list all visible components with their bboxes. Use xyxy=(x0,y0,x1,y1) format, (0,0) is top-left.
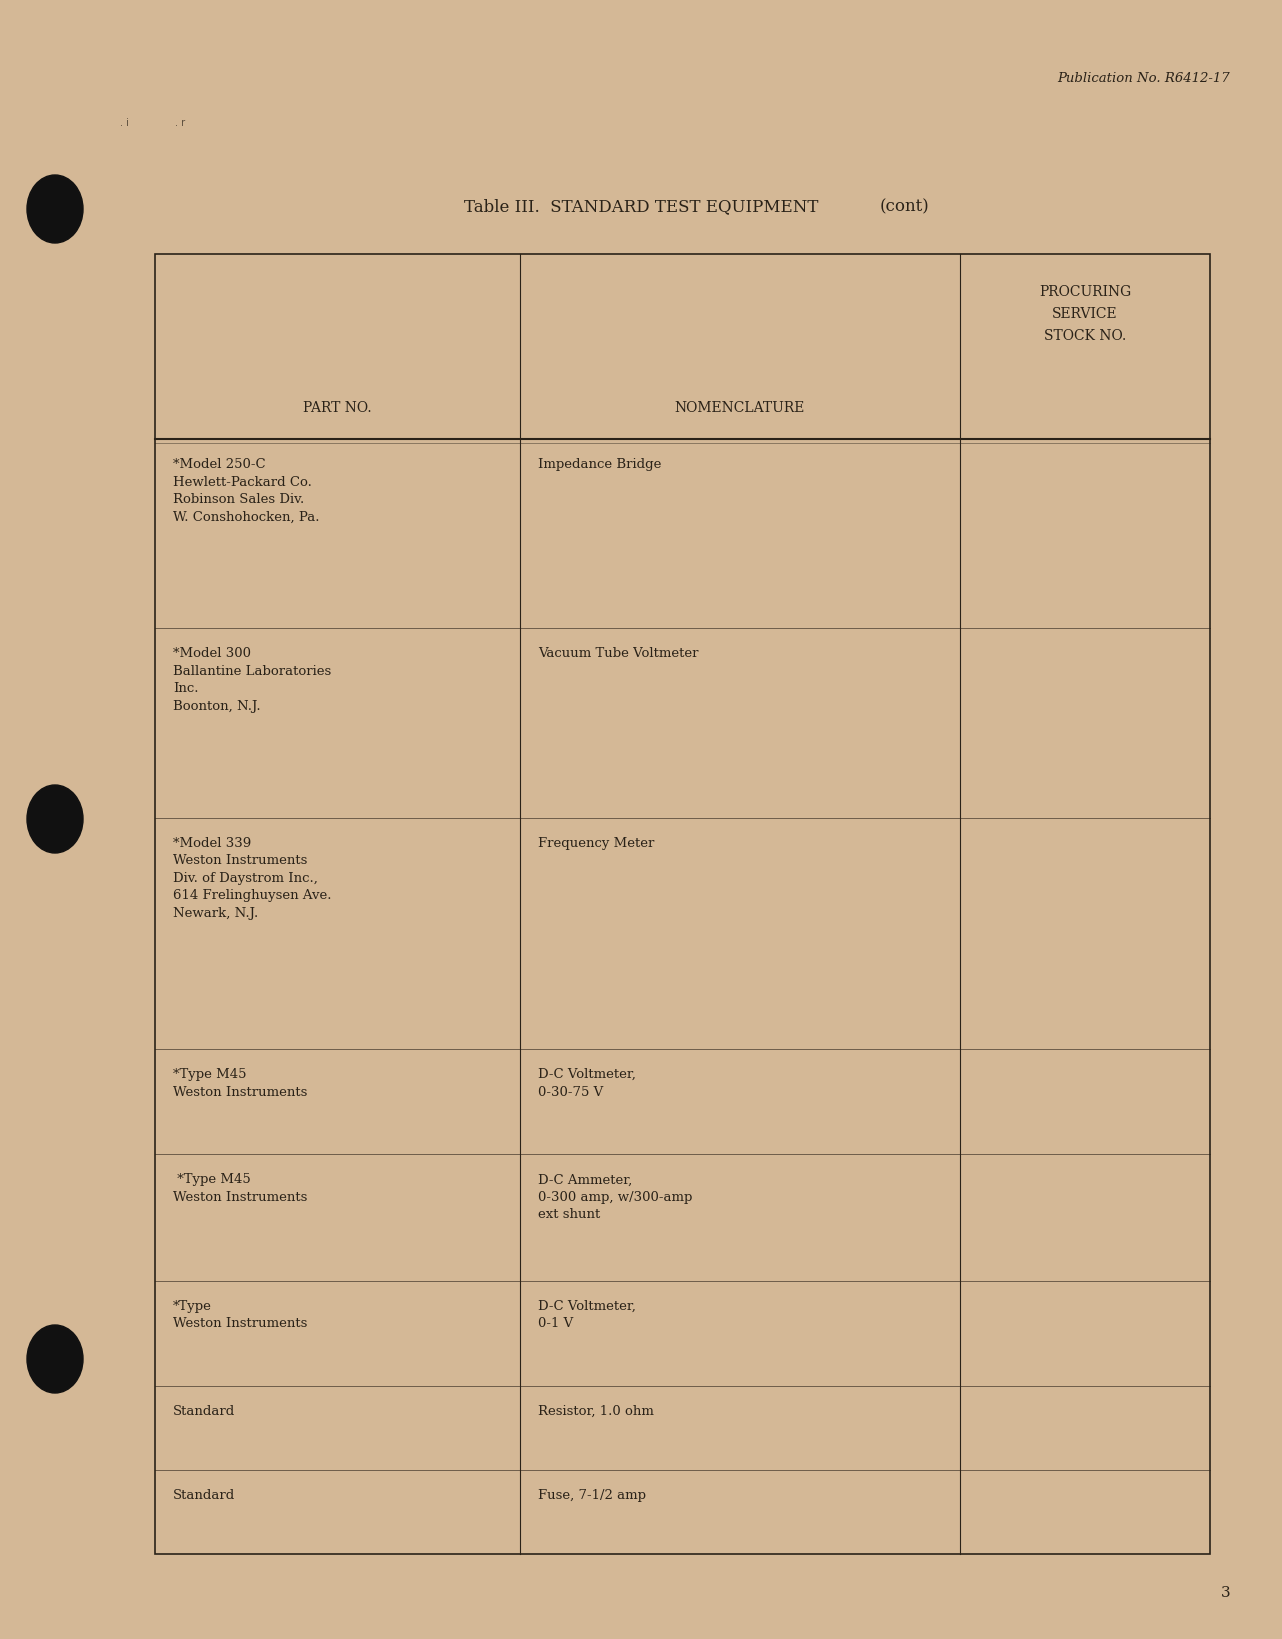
Text: *Model 300
Ballantine Laboratories
Inc.
Boonton, N.J.: *Model 300 Ballantine Laboratories Inc. … xyxy=(173,647,331,713)
Text: SERVICE: SERVICE xyxy=(1053,306,1118,321)
Text: *Model 339
Weston Instruments
Div. of Daystrom Inc.,
614 Frelinghuysen Ave.
Newa: *Model 339 Weston Instruments Div. of Da… xyxy=(173,836,332,919)
Text: *Model 250-C
Hewlett-Packard Co.
Robinson Sales Div.
W. Conshohocken, Pa.: *Model 250-C Hewlett-Packard Co. Robinso… xyxy=(173,457,319,523)
Text: NOMENCLATURE: NOMENCLATURE xyxy=(674,402,805,415)
Ellipse shape xyxy=(27,785,83,854)
Ellipse shape xyxy=(27,1326,83,1393)
Text: 3: 3 xyxy=(1220,1585,1229,1600)
Text: D-C Ammeter,
0-300 amp, w/300-amp
ext shunt: D-C Ammeter, 0-300 amp, w/300-amp ext sh… xyxy=(538,1172,692,1221)
Text: Standard: Standard xyxy=(173,1405,236,1416)
Text: PART NO.: PART NO. xyxy=(303,402,372,415)
Text: D-C Voltmeter,
0-1 V: D-C Voltmeter, 0-1 V xyxy=(538,1298,636,1329)
Text: Standard: Standard xyxy=(173,1488,236,1501)
Text: Table III.  STANDARD TEST EQUIPMENT: Table III. STANDARD TEST EQUIPMENT xyxy=(464,198,818,215)
Text: Vacuum Tube Voltmeter: Vacuum Tube Voltmeter xyxy=(538,647,699,661)
Text: PROCURING: PROCURING xyxy=(1038,285,1131,298)
Bar xyxy=(155,254,1210,1554)
Text: Publication No. R6412-17: Publication No. R6412-17 xyxy=(1058,72,1229,85)
Text: *Type
Weston Instruments: *Type Weston Instruments xyxy=(173,1298,308,1329)
Text: . r: . r xyxy=(176,118,185,128)
Ellipse shape xyxy=(27,175,83,244)
Text: *Type M45
Weston Instruments: *Type M45 Weston Instruments xyxy=(173,1172,308,1203)
Text: STOCK NO.: STOCK NO. xyxy=(1044,329,1126,343)
Text: Fuse, 7-1/2 amp: Fuse, 7-1/2 amp xyxy=(538,1488,646,1501)
Text: D-C Voltmeter,
0-30-75 V: D-C Voltmeter, 0-30-75 V xyxy=(538,1067,636,1098)
Text: *Type M45
Weston Instruments: *Type M45 Weston Instruments xyxy=(173,1067,308,1098)
Text: . i: . i xyxy=(121,118,129,128)
Text: Frequency Meter: Frequency Meter xyxy=(538,836,654,849)
Text: (cont): (cont) xyxy=(879,198,929,215)
Text: Impedance Bridge: Impedance Bridge xyxy=(538,457,662,470)
Text: Resistor, 1.0 ohm: Resistor, 1.0 ohm xyxy=(538,1405,654,1416)
